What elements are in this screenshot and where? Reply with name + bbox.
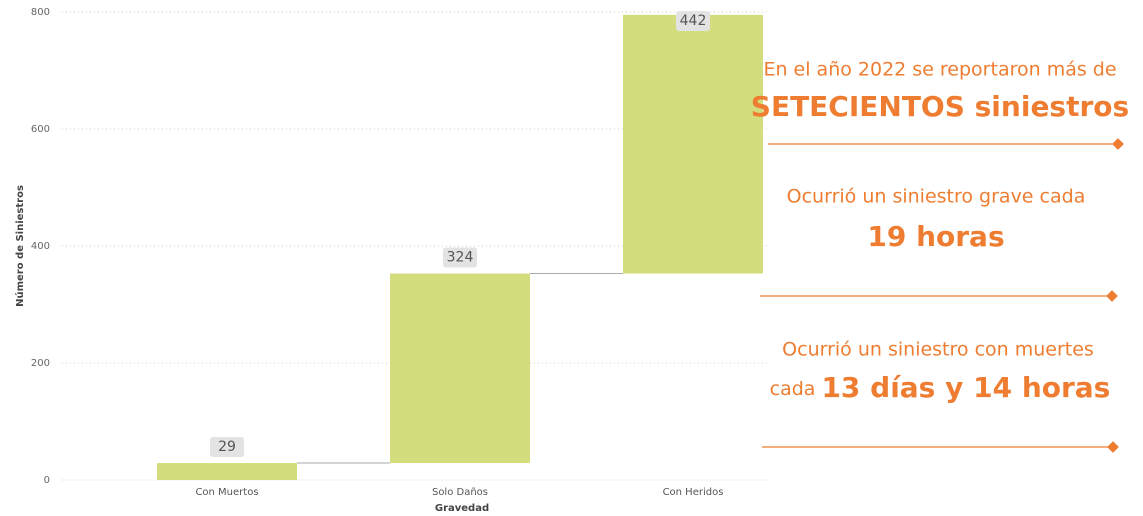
y-tick-label: 800 xyxy=(31,7,50,18)
annotation: cada 13 días y 14 horas xyxy=(770,371,1111,404)
value-label: 324 xyxy=(447,249,474,265)
annotation-part: 13 días y 14 horas xyxy=(821,371,1110,404)
value-label: 442 xyxy=(680,13,707,29)
plot: 0 200 400 600 800 Con Muertos 29 Solo Daños 324 C… xyxy=(31,7,770,498)
value-label-bg xyxy=(210,437,244,458)
x-tick-label: Solo Daños xyxy=(432,487,488,498)
value-label-bg xyxy=(676,11,710,31)
y-tick-label: 200 xyxy=(31,358,50,369)
annotation: SETECIENTOS siniestros xyxy=(751,90,1129,123)
value-label: 29 xyxy=(218,439,236,455)
x-tick-label: Con Heridos xyxy=(663,487,724,498)
annotation-part: cada xyxy=(770,378,816,400)
annotation: Ocurrió un siniestro grave cada xyxy=(787,186,1086,208)
value-label-bg xyxy=(443,247,477,268)
y-tick-label: 600 xyxy=(31,124,50,135)
y-axis-label: Número de Siniestros xyxy=(14,185,26,307)
x-axis-label: Gravedad xyxy=(435,503,489,514)
annotation: En el año 2022 se reportaron más de xyxy=(763,59,1116,81)
bar xyxy=(623,14,763,274)
y-tick-label: 0 xyxy=(44,475,50,486)
bar xyxy=(157,463,297,480)
annotation: 19 horas xyxy=(867,220,1004,253)
bar xyxy=(390,273,530,464)
decor xyxy=(760,138,1124,453)
x-tick-label: Con Muertos xyxy=(195,487,258,498)
y-tick-label: 400 xyxy=(31,241,50,252)
annotation: Ocurrió un siniestro con muertes xyxy=(782,339,1094,361)
